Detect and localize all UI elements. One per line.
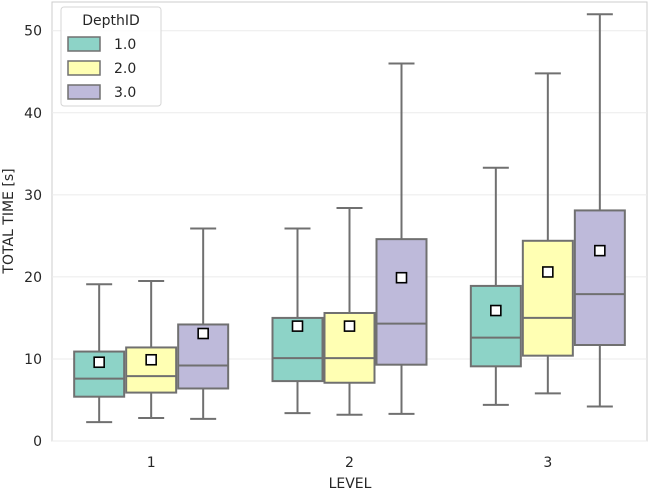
mean-marker (395, 271, 408, 284)
mean-marker (93, 356, 105, 369)
y-tick-label: 30 (24, 188, 42, 204)
legend: DepthID 1.0 2.0 3.0 (60, 6, 162, 107)
box-group (73, 283, 126, 424)
mean-marker (542, 266, 554, 278)
box-group (323, 206, 376, 416)
box (573, 209, 626, 346)
mean-marker (594, 244, 606, 257)
legend-swatch (67, 84, 101, 100)
legend-swatch (67, 36, 101, 52)
y-tick-label: 20 (24, 270, 42, 286)
y-tick-label: 50 (24, 24, 42, 40)
legend-entry: 3.0 (114, 85, 136, 101)
box-group (177, 227, 230, 420)
legend-swatch (67, 60, 101, 76)
box-group (125, 279, 178, 420)
mean-marker (343, 320, 356, 332)
x-tick-label: 1 (147, 455, 156, 471)
y-tick-label: 40 (24, 106, 42, 122)
mean-marker (197, 327, 209, 340)
x-tick-label: 2 (345, 455, 354, 471)
box-group (271, 227, 324, 415)
y-tick-label: 10 (24, 352, 42, 368)
box-group (469, 166, 522, 406)
box (469, 284, 522, 368)
x-tick-label: 3 (543, 455, 552, 471)
box (521, 239, 574, 357)
box-group (521, 72, 574, 395)
box-group (375, 62, 428, 415)
legend-title: DepthID (82, 13, 140, 29)
box (375, 238, 428, 366)
box-group (573, 13, 626, 408)
mean-marker (145, 353, 157, 366)
legend-frame (60, 6, 162, 107)
y-axis-label: TOTAL TIME [s] (1, 168, 17, 274)
legend-entry: 2.0 (114, 61, 136, 77)
legend-entry: 1.0 (114, 37, 136, 53)
x-axis-label: LEVEL (329, 476, 372, 489)
mean-marker (291, 320, 304, 332)
mean-marker (490, 304, 502, 317)
y-tick-label: 0 (33, 434, 42, 450)
